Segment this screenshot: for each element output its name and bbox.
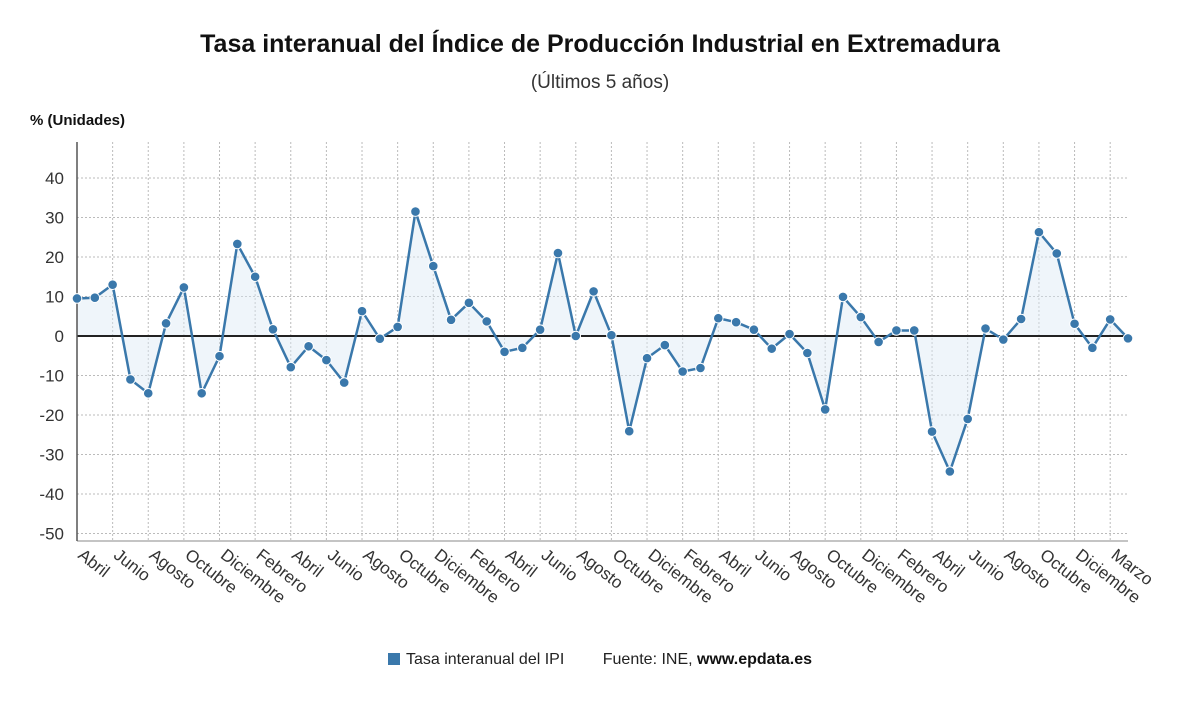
data-point xyxy=(730,316,742,328)
data-point xyxy=(356,305,368,317)
data-point xyxy=(891,325,902,336)
data-point xyxy=(71,293,83,304)
data-point xyxy=(1051,248,1063,259)
data-point xyxy=(267,323,279,335)
x-tick-labels: AbrilJunioAgostoOctubreDiciembreFebreroA… xyxy=(75,545,1157,607)
data-point xyxy=(303,340,314,352)
source-site[interactable]: www.epdata.es xyxy=(697,651,813,668)
y-tick-label: 40 xyxy=(45,169,64,188)
data-point xyxy=(445,314,457,326)
data-point xyxy=(1087,342,1098,354)
y-tick-label: 0 xyxy=(55,327,64,346)
data-point xyxy=(980,323,991,334)
data-point xyxy=(338,377,350,388)
data-point xyxy=(677,366,688,377)
data-point xyxy=(392,321,403,333)
data-point xyxy=(998,334,1009,345)
data-point xyxy=(160,318,172,329)
legend-series-label: Tasa interanual del IPI xyxy=(405,651,565,668)
y-tick-labels: 40 30 20 10 0 -10 -20 -30 -40 -50 xyxy=(39,169,64,544)
data-point xyxy=(962,413,973,425)
x-tick-label: Junio xyxy=(324,545,368,585)
x-tick-label: Junio xyxy=(538,545,582,585)
series-area xyxy=(77,211,1128,472)
legend-swatch xyxy=(387,653,400,665)
chart-title: Tasa interanual del Índice de Producción… xyxy=(200,30,1000,58)
data-point xyxy=(802,347,813,359)
y-tick-label: 30 xyxy=(45,209,64,228)
data-point xyxy=(89,292,101,303)
data-point xyxy=(178,282,190,293)
y-tick-label: -40 xyxy=(39,485,64,504)
data-point xyxy=(517,342,528,354)
data-point xyxy=(321,354,332,366)
data-point xyxy=(463,297,475,309)
legend: Tasa interanual del IPI Fuente: INE, www… xyxy=(0,651,1200,669)
source-prefix: Fuente: INE, xyxy=(602,651,693,668)
data-point xyxy=(819,404,831,415)
data-point xyxy=(570,330,582,342)
data-point xyxy=(588,286,599,297)
x-tick-label: Junio xyxy=(965,545,1009,585)
grid-lines xyxy=(76,142,1128,542)
data-point xyxy=(125,374,136,385)
y-tick-label: 10 xyxy=(45,288,64,307)
data-point xyxy=(659,339,671,351)
y-tick-label: -50 xyxy=(39,525,64,544)
x-tick-label: Junio xyxy=(110,545,154,585)
data-point xyxy=(285,361,297,373)
source-note: Fuente: INE, www.epdata.es xyxy=(603,651,812,668)
data-points xyxy=(71,206,1134,477)
data-point xyxy=(214,350,225,362)
series-line xyxy=(76,210,1129,473)
data-point xyxy=(196,387,207,399)
chart-subtitle: (Últimos 5 años) xyxy=(530,72,670,93)
data-point xyxy=(695,362,706,374)
y-tick-label: -10 xyxy=(39,367,64,386)
y-tick-label: 20 xyxy=(45,248,64,267)
x-tick-label: Junio xyxy=(751,545,795,585)
data-point xyxy=(249,271,261,283)
data-point xyxy=(712,312,724,324)
data-point xyxy=(944,466,956,477)
data-point xyxy=(427,260,439,272)
line-chart: 40 30 20 10 0 -10 -20 -30 -40 -50 AbrilJunioAgost… xyxy=(39,142,1157,607)
data-point xyxy=(606,329,617,341)
data-point xyxy=(107,279,118,290)
data-point xyxy=(1104,314,1116,325)
data-point xyxy=(837,291,849,303)
data-point xyxy=(1033,226,1045,238)
y-tick-label: -20 xyxy=(39,406,64,425)
data-point xyxy=(374,333,386,345)
data-point xyxy=(926,426,938,437)
data-point xyxy=(499,346,510,358)
data-point xyxy=(623,425,635,437)
data-point xyxy=(873,336,884,348)
data-point xyxy=(552,247,564,259)
data-point xyxy=(784,328,795,340)
data-point xyxy=(748,324,760,335)
data-point xyxy=(766,343,778,354)
data-point xyxy=(481,316,493,327)
x-tick-label: Abril xyxy=(75,545,114,581)
data-point xyxy=(1015,313,1027,325)
data-point xyxy=(410,206,421,217)
y-axis-label: % (Unidades) xyxy=(30,112,126,129)
data-point xyxy=(641,352,653,364)
data-point xyxy=(534,324,546,335)
data-point xyxy=(232,238,243,250)
data-point xyxy=(908,325,920,336)
y-tick-label: -30 xyxy=(39,446,64,465)
data-point xyxy=(1069,318,1080,330)
data-point xyxy=(1122,333,1134,344)
data-point xyxy=(142,387,154,399)
data-point xyxy=(855,311,867,323)
